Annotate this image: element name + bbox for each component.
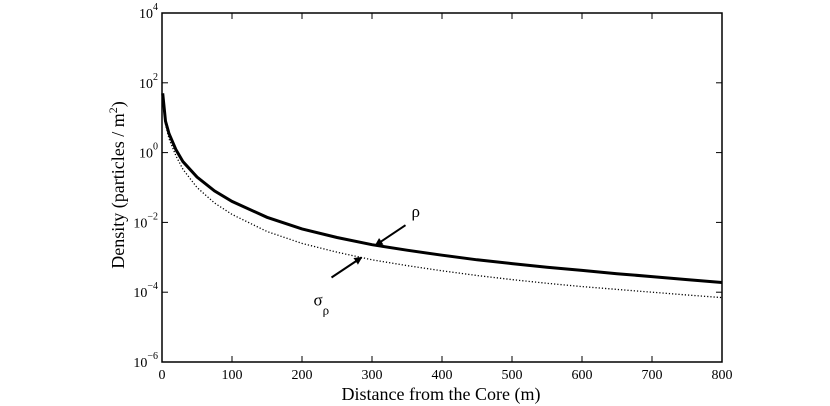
- x-tick-label: 200: [292, 368, 313, 383]
- x-tick-label: 100: [222, 368, 243, 383]
- y-axis-title-end: ): [108, 101, 129, 107]
- plot-frame: [161, 12, 723, 363]
- series-line-1: [162, 94, 723, 299]
- series-line-0: [161, 93, 723, 284]
- x-tick-label: 300: [362, 368, 383, 383]
- y-tick-label: 10−6: [133, 351, 158, 371]
- x-tick-label: 800: [712, 368, 733, 383]
- y-tick-label: 10−4: [133, 281, 158, 301]
- y-axis-title-sup: 2: [106, 107, 120, 113]
- annotation-arrow-1: [330, 256, 363, 279]
- y-tick-label: 104: [139, 2, 158, 22]
- annotation-label-0: ρ: [412, 202, 420, 221]
- x-axis-title: Distance from the Core (m): [342, 384, 541, 405]
- x-tick-label: 400: [432, 368, 453, 383]
- annotation-arrow-0: [374, 224, 407, 247]
- y-tick-label: 102: [139, 72, 158, 92]
- y-axis-title-main: Density (particles / m: [108, 113, 129, 268]
- annotation-label-1: σρ: [314, 290, 330, 317]
- x-tick-label: 500: [502, 368, 523, 383]
- x-tick-label: 600: [572, 368, 593, 383]
- y-axis-title: Density (particles / m2): [106, 101, 129, 268]
- axis-ticks: 0 100 200 300 400 500 600 700 800 10−6 10−4 10−2 100…: [133, 2, 732, 383]
- series-lines: [161, 93, 723, 299]
- y-tick-label: 100: [139, 142, 158, 162]
- x-tick-label: 0: [159, 368, 166, 383]
- plot-area: [161, 12, 723, 363]
- annotations: ρ σρ: [314, 202, 420, 317]
- y-tick-label: 10−2: [133, 211, 158, 231]
- x-tick-label: 700: [642, 368, 663, 383]
